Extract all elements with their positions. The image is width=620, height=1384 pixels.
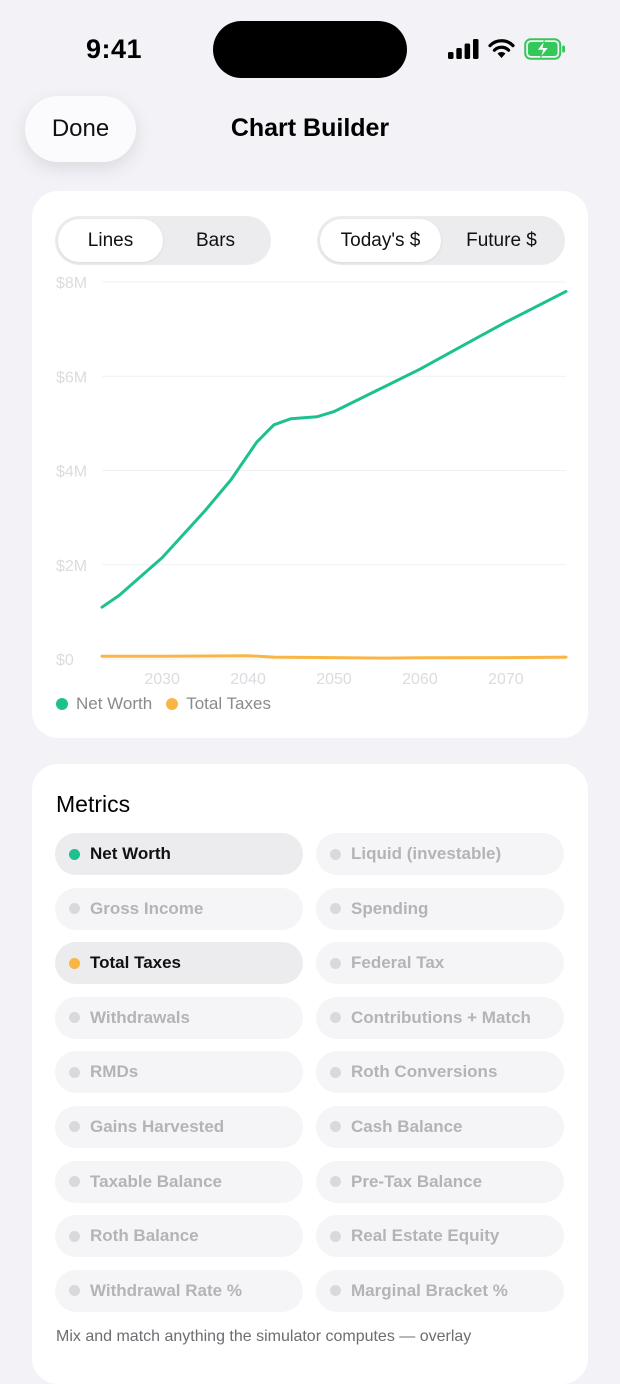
metric-dot [69, 957, 80, 969]
metric-chip-gross-income[interactable]: Gross Income [55, 887, 303, 930]
metric-label: Roth Conversions [351, 1062, 498, 1082]
metric-chip-rmds[interactable]: RMDs [55, 1051, 303, 1094]
navigation-bar: Done Chart Builder [0, 96, 620, 166]
metric-chip-real-estate-equity[interactable]: Real Estate Equity [316, 1215, 564, 1258]
legend-item-net-worth: Net Worth [56, 694, 152, 714]
metric-label: Withdrawals [90, 1007, 190, 1027]
metric-chip-total-taxes[interactable]: Total Taxes [55, 942, 303, 985]
legend-dot-net-worth [56, 698, 68, 710]
metric-label: Withdrawal Rate % [90, 1280, 242, 1300]
battery-charging-icon [524, 38, 565, 60]
metric-chip-pre-tax-balance[interactable]: Pre-Tax Balance [316, 1160, 564, 1203]
metric-chip-withdrawals[interactable]: Withdrawals [55, 996, 303, 1039]
metric-label: RMDs [90, 1062, 139, 1082]
metric-label: Liquid (investable) [351, 844, 502, 863]
metrics-title: Metrics [56, 791, 131, 817]
dynamic-island [213, 21, 407, 78]
metric-label: Cash Balance [351, 1116, 463, 1136]
y-tick-label: $2M [56, 558, 87, 575]
metric-label: Contributions + Match [351, 1007, 531, 1027]
chart-type-toggle: Lines Bars [55, 216, 271, 265]
metric-chip-contributions-match[interactable]: Contributions + Match [316, 996, 564, 1039]
page-title: Chart Builder [230, 114, 390, 142]
x-tick-label: 2030 [144, 671, 180, 686]
metric-dot [69, 903, 80, 915]
metric-chip-gains-harvested[interactable]: Gains Harvested [55, 1105, 303, 1148]
legend-item-total-taxes: Total Taxes [166, 694, 271, 714]
metric-label: Taxable Balance [90, 1171, 222, 1191]
metric-dot [69, 1066, 80, 1078]
metric-label: Pre-Tax Balance [351, 1171, 483, 1191]
legend-label: Net Worth [76, 694, 153, 713]
future-dollars-option[interactable]: Future $ [441, 219, 562, 262]
y-tick-label: $6M [56, 369, 87, 386]
metric-chip-liquid-investable[interactable]: Liquid (investable) [316, 833, 564, 875]
done-button[interactable]: Done [25, 96, 136, 162]
metric-dot [69, 1230, 80, 1242]
metric-dot [330, 1230, 341, 1242]
metric-label: Gross Income [90, 898, 204, 918]
x-tick-label: 2050 [316, 671, 352, 686]
metric-label: Roth Balance [90, 1226, 199, 1246]
metric-chip-spending[interactable]: Spending [316, 887, 564, 930]
metric-dot [69, 1285, 80, 1297]
y-tick-label: $4M [56, 464, 87, 481]
series-line-total-taxes [100, 654, 568, 660]
lines-option[interactable]: Lines [58, 219, 163, 262]
metric-dot [330, 1176, 341, 1188]
metric-dot [330, 1121, 341, 1133]
metric-dot [330, 957, 341, 969]
metrics-footnote: Mix and match anything the simulator com… [56, 1328, 472, 1345]
chart-card: Lines Bars Today's $ Future $ $0 $2M $4M $6… [32, 191, 588, 738]
metric-label: Federal Tax [351, 953, 445, 973]
metric-dot [330, 903, 341, 915]
cellular-signal-icon [448, 39, 479, 59]
todays-dollars-option[interactable]: Today's $ [320, 219, 441, 262]
metric-dot [330, 1285, 341, 1297]
status-time: 9:41 [86, 34, 143, 64]
dollar-mode-toggle: Today's $ Future $ [317, 216, 565, 265]
metric-chip-federal-tax[interactable]: Federal Tax [316, 942, 564, 985]
metric-dot [330, 1012, 341, 1024]
metric-label: Spending [351, 898, 429, 918]
status-bar: 9:41 [0, 0, 620, 96]
metric-chip-marginal-bracket[interactable]: Marginal Bracket % [316, 1269, 564, 1312]
metric-label: Marginal Bracket % [351, 1280, 508, 1300]
metric-chip-roth-conversions[interactable]: Roth Conversions [316, 1051, 564, 1094]
y-tick-label: $0 [56, 652, 74, 669]
metric-chip-taxable-balance[interactable]: Taxable Balance [55, 1160, 303, 1203]
x-tick-label: 2040 [230, 671, 266, 686]
x-tick-label: 2070 [488, 671, 524, 686]
metric-label: Total Taxes [90, 953, 182, 973]
metrics-grid: Net Worth Liquid (investable) Gross Income… [55, 833, 564, 1312]
chart-legend: Net Worth Total Taxes [56, 694, 271, 714]
line-chart: $0 $2M $4M $6M $8M 2030 2040 2050 2060 2070 [56, 275, 568, 686]
metric-dot [330, 1066, 341, 1078]
bars-option[interactable]: Bars [163, 219, 268, 262]
metric-chip-net-worth[interactable]: Net Worth [55, 833, 303, 875]
metric-dot [69, 848, 80, 860]
status-icons [448, 38, 566, 60]
metric-dot [69, 1176, 80, 1188]
metric-chip-roth-balance[interactable]: Roth Balance [55, 1215, 303, 1258]
legend-label: Total Taxes [186, 694, 271, 713]
metric-dot [69, 1121, 80, 1133]
metric-chip-cash-balance[interactable]: Cash Balance [316, 1105, 564, 1148]
wifi-icon [488, 39, 515, 58]
metrics-card: Metrics Net Worth Liquid (investable) Gros… [32, 764, 588, 1384]
x-tick-label: 2060 [402, 671, 438, 686]
series-line-net-worth [100, 289, 568, 609]
metric-dot [330, 848, 341, 860]
legend-dot-total-taxes [166, 698, 179, 710]
metric-dot [69, 1012, 80, 1024]
metric-chip-withdrawal-rate[interactable]: Withdrawal Rate % [55, 1269, 303, 1312]
metric-label: Gains Harvested [90, 1116, 225, 1136]
metric-label: Real Estate Equity [351, 1226, 500, 1246]
y-tick-label: $8M [56, 275, 87, 292]
metric-label: Net Worth [90, 844, 171, 863]
